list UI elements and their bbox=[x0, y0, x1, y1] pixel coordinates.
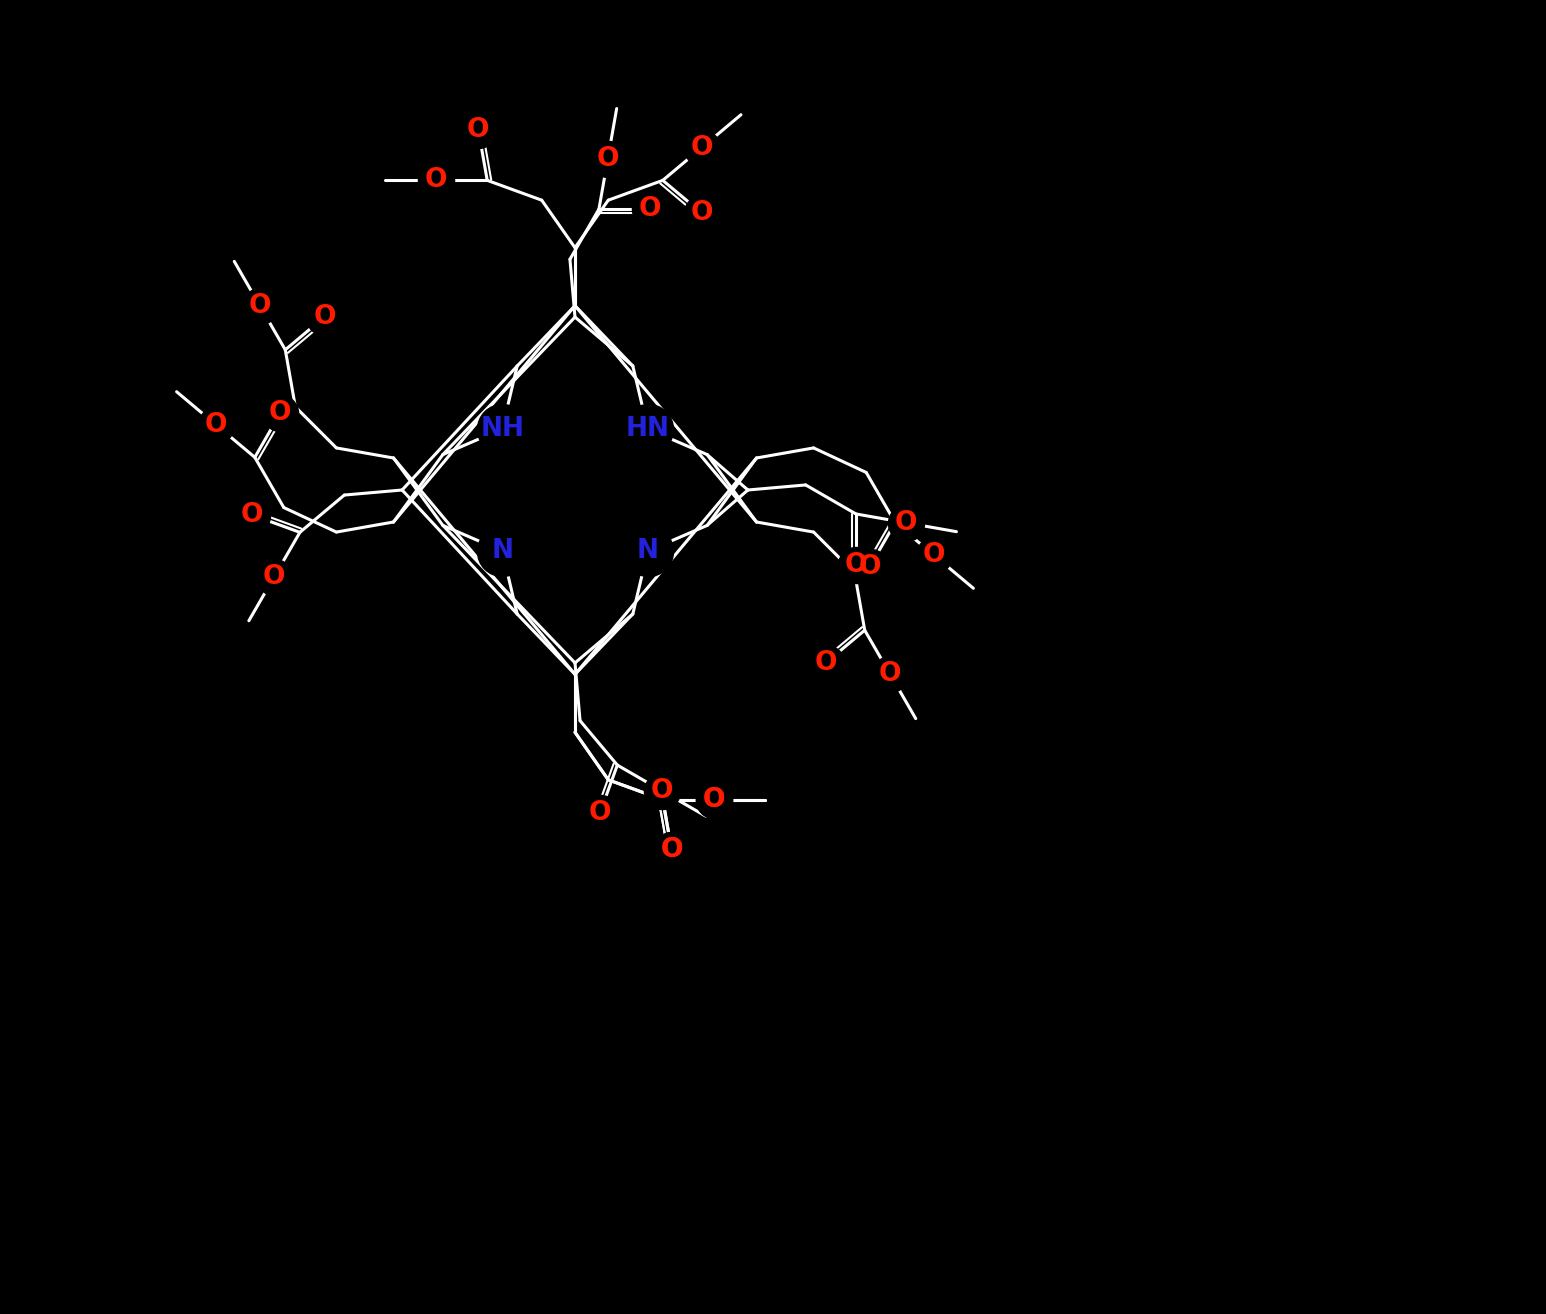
Text: O: O bbox=[660, 837, 683, 863]
Text: N: N bbox=[492, 537, 513, 564]
Text: O: O bbox=[691, 134, 713, 160]
Text: O: O bbox=[691, 200, 713, 226]
Text: O: O bbox=[425, 167, 447, 193]
Text: O: O bbox=[702, 787, 725, 812]
Text: O: O bbox=[249, 293, 271, 318]
Text: HN: HN bbox=[626, 417, 669, 442]
Text: O: O bbox=[314, 304, 335, 330]
Text: O: O bbox=[880, 661, 901, 687]
Text: O: O bbox=[923, 543, 946, 569]
Text: O: O bbox=[858, 555, 881, 579]
Text: O: O bbox=[815, 650, 836, 675]
Text: O: O bbox=[844, 552, 867, 578]
Text: N: N bbox=[637, 537, 659, 564]
Text: O: O bbox=[895, 510, 917, 536]
Text: O: O bbox=[638, 196, 662, 222]
Text: O: O bbox=[269, 401, 292, 426]
Text: O: O bbox=[702, 787, 725, 812]
Text: O: O bbox=[263, 564, 286, 590]
Text: O: O bbox=[467, 117, 490, 143]
Text: O: O bbox=[204, 411, 227, 438]
Text: O: O bbox=[241, 502, 263, 528]
Text: NH: NH bbox=[481, 417, 524, 442]
Text: O: O bbox=[597, 146, 618, 172]
Text: O: O bbox=[651, 778, 673, 804]
Text: O: O bbox=[589, 800, 611, 827]
Text: O: O bbox=[660, 837, 683, 863]
